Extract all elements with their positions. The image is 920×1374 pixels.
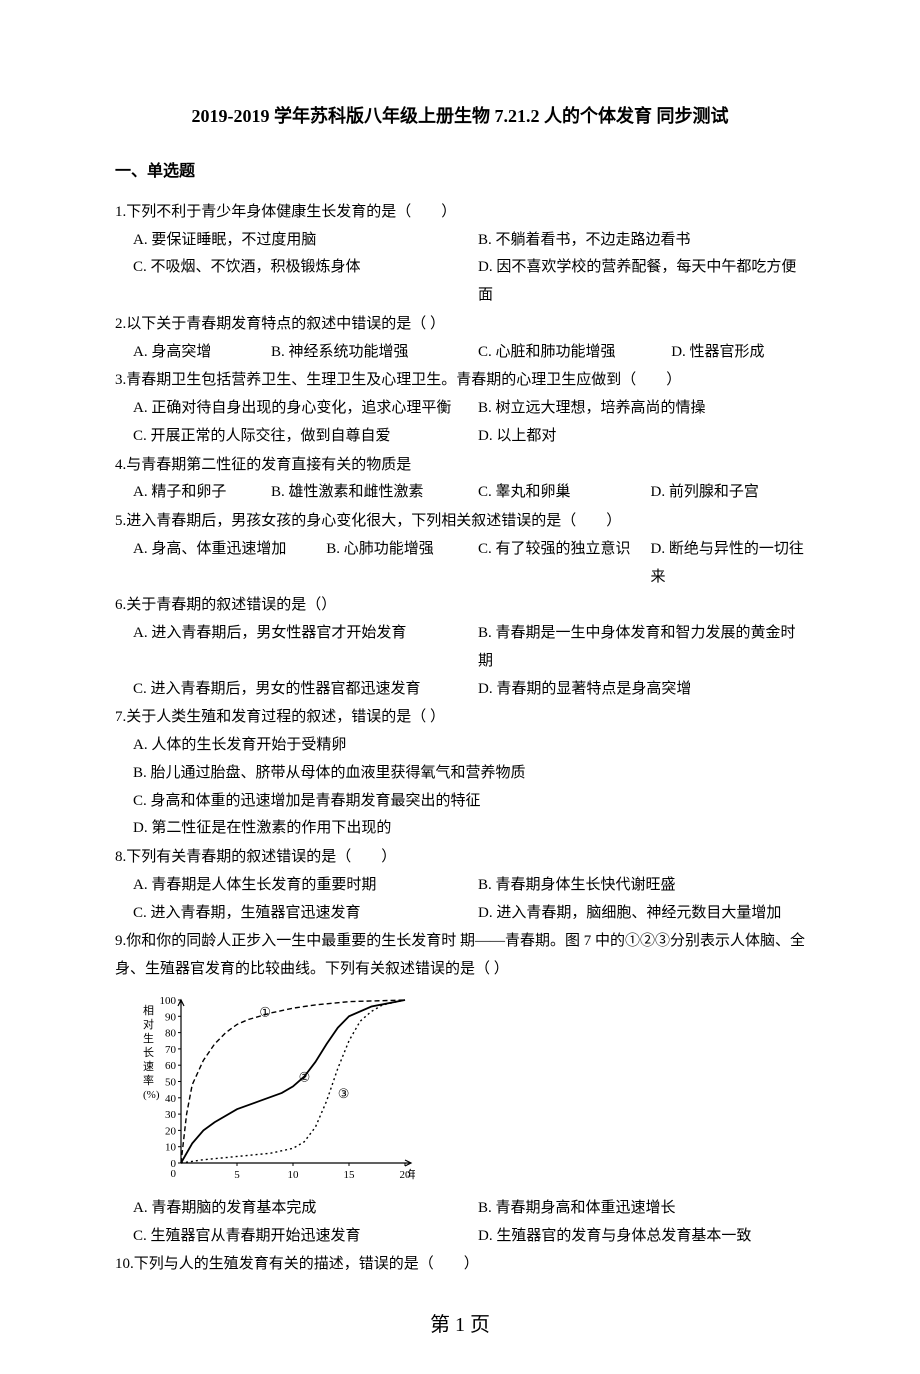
q9-text: 9.你和你的同龄人正步入一生中最重要的生长发育时 期——青春期。图 7 中的①②… <box>115 928 805 984</box>
section-heading: 一、单选题 <box>115 157 805 187</box>
q2-opt-b: B. 神经系统功能增强 <box>253 339 460 367</box>
svg-text:率: 率 <box>143 1073 154 1087</box>
q8-text: 8.下列有关青春期的叙述错误的是（ ） <box>115 844 805 872</box>
svg-text:100: 100 <box>160 995 177 1007</box>
svg-text:③: ③ <box>338 1086 350 1101</box>
q5-opt-d: D. 断绝与异性的一切往来 <box>632 536 805 592</box>
q1-opt-d: D. 因不喜欢学校的营养配餐，每天中午都吃方便面 <box>460 254 805 310</box>
q4-opt-d: D. 前列腺和子宫 <box>633 479 806 507</box>
q7-options: A. 人体的生长发育开始于受精卵 B. 胎儿通过胎盘、脐带从母体的血液里获得氧气… <box>115 732 805 843</box>
svg-text:30: 30 <box>165 1109 177 1121</box>
q6-options-row2: C. 进入青春期后，男女的性器官都迅速发育 D. 青春期的显著特点是身高突增 <box>115 676 805 704</box>
growth-chart: 010203040506070809010005101520年龄（岁）相对生长速… <box>135 992 415 1187</box>
q8-opt-b: B. 青春期身体生长快代谢旺盛 <box>460 872 805 900</box>
q6-opt-d: D. 青春期的显著特点是身高突增 <box>460 676 805 704</box>
q9-opt-a: A. 青春期脑的发育基本完成 <box>115 1195 460 1223</box>
q5-opt-b: B. 心肺功能增强 <box>308 536 460 592</box>
svg-text:相: 相 <box>143 1004 154 1017</box>
q7-opt-d: D. 第二性征是在性激素的作用下出现的 <box>115 815 805 843</box>
svg-text:0: 0 <box>171 1168 177 1180</box>
document-title: 2019-2019 学年苏科版八年级上册生物 7.21.2 人的个体发育 同步测… <box>115 100 805 133</box>
q7-opt-a: A. 人体的生长发育开始于受精卵 <box>115 732 805 760</box>
svg-text:5: 5 <box>234 1169 240 1181</box>
q4-opt-a: A. 精子和卵子 <box>115 479 253 507</box>
q3-opt-c: C. 开展正常的人际交往，做到自尊自爱 <box>115 423 460 451</box>
q6-text: 6.关于青春期的叙述错误的是（） <box>115 592 805 620</box>
q3-options-row2: C. 开展正常的人际交往，做到自尊自爱 D. 以上都对 <box>115 423 805 451</box>
svg-text:年龄（岁）: 年龄（岁） <box>407 1167 415 1181</box>
q2-opt-c: C. 心脏和肺功能增强 <box>460 339 653 367</box>
q8-options-row1: A. 青春期是人体生长发育的重要时期 B. 青春期身体生长快代谢旺盛 <box>115 872 805 900</box>
q9-opt-d: D. 生殖器官的发育与身体总发育基本一致 <box>460 1223 805 1251</box>
q7-text: 7.关于人类生殖和发育过程的叙述，错误的是（ ） <box>115 704 805 732</box>
q4-opt-b: B. 雄性激素和雌性激素 <box>253 479 460 507</box>
q1-opt-c: C. 不吸烟、不饮酒，积极锻炼身体 <box>115 254 460 310</box>
question-8: 8.下列有关青春期的叙述错误的是（ ） A. 青春期是人体生长发育的重要时期 B… <box>115 844 805 927</box>
question-7: 7.关于人类生殖和发育过程的叙述，错误的是（ ） A. 人体的生长发育开始于受精… <box>115 704 805 843</box>
q5-options: A. 身高、体重迅速增加 B. 心肺功能增强 C. 有了较强的独立意识 D. 断… <box>115 536 805 592</box>
question-6: 6.关于青春期的叙述错误的是（） A. 进入青春期后，男女性器官才开始发育 B.… <box>115 592 805 703</box>
q3-opt-a: A. 正确对待自身出现的身心变化，追求心理平衡 <box>115 395 460 423</box>
q1-opt-b: B. 不躺着看书，不边走路边看书 <box>460 227 805 255</box>
q7-opt-c: C. 身高和体重的迅速增加是青春期发育最突出的特征 <box>115 788 805 816</box>
q6-opt-b: B. 青春期是一生中身体发育和智力发展的黄金时期 <box>460 620 805 676</box>
q4-opt-c: C. 睾丸和卵巢 <box>460 479 633 507</box>
q9-opt-c: C. 生殖器官从青春期开始迅速发育 <box>115 1223 460 1251</box>
q6-opt-c: C. 进入青春期后，男女的性器官都迅速发育 <box>115 676 460 704</box>
question-10: 10.下列与人的生殖发育有关的描述，错误的是（ ） <box>115 1251 805 1279</box>
q4-options: A. 精子和卵子 B. 雄性激素和雌性激素 C. 睾丸和卵巢 D. 前列腺和子宫 <box>115 479 805 507</box>
q2-opt-d: D. 性器官形成 <box>653 339 805 367</box>
q9-opt-b: B. 青春期身高和体重迅速增长 <box>460 1195 805 1223</box>
q3-options-row1: A. 正确对待自身出现的身心变化，追求心理平衡 B. 树立远大理想，培养高尚的情… <box>115 395 805 423</box>
q9-options-row2: C. 生殖器官从青春期开始迅速发育 D. 生殖器官的发育与身体总发育基本一致 <box>115 1223 805 1251</box>
q6-options-row1: A. 进入青春期后，男女性器官才开始发育 B. 青春期是一生中身体发育和智力发展… <box>115 620 805 676</box>
q10-text: 10.下列与人的生殖发育有关的描述，错误的是（ ） <box>115 1251 805 1279</box>
svg-text:50: 50 <box>165 1076 177 1088</box>
svg-text:60: 60 <box>165 1060 177 1072</box>
svg-text:(%): (%) <box>143 1089 160 1101</box>
question-3: 3.青春期卫生包括营养卫生、生理卫生及心理卫生。青春期的心理卫生应做到（ ） A… <box>115 367 805 450</box>
q5-text: 5.进入青春期后，男孩女孩的身心变化很大，下列相关叙述错误的是（ ） <box>115 508 805 536</box>
svg-text:速: 速 <box>143 1060 154 1073</box>
svg-text:80: 80 <box>165 1027 177 1039</box>
q6-opt-a: A. 进入青春期后，男女性器官才开始发育 <box>115 620 460 676</box>
q3-opt-d: D. 以上都对 <box>460 423 805 451</box>
svg-text:90: 90 <box>165 1011 177 1023</box>
q1-text: 1.下列不利于青少年身体健康生长发育的是（ ） <box>115 199 805 227</box>
svg-text:40: 40 <box>165 1093 177 1105</box>
svg-text:②: ② <box>299 1069 311 1084</box>
q9-options-row1: A. 青春期脑的发育基本完成 B. 青春期身高和体重迅速增长 <box>115 1195 805 1223</box>
q5-opt-a: A. 身高、体重迅速增加 <box>115 536 308 592</box>
svg-text:15: 15 <box>344 1169 356 1181</box>
q8-opt-a: A. 青春期是人体生长发育的重要时期 <box>115 872 460 900</box>
svg-text:10: 10 <box>165 1142 177 1154</box>
q7-opt-b: B. 胎儿通过胎盘、脐带从母体的血液里获得氧气和营养物质 <box>115 760 805 788</box>
q2-opt-a: A. 身高突增 <box>115 339 253 367</box>
q8-opt-d: D. 进入青春期，脑细胞、神经元数目大量增加 <box>460 900 805 928</box>
svg-text:对: 对 <box>143 1017 154 1031</box>
svg-text:长: 长 <box>143 1046 154 1059</box>
svg-text:生: 生 <box>143 1031 154 1045</box>
q3-opt-b: B. 树立远大理想，培养高尚的情操 <box>460 395 805 423</box>
q4-text: 4.与青春期第二性征的发育直接有关的物质是 <box>115 452 805 480</box>
q1-opt-a: A. 要保证睡眠，不过度用脑 <box>115 227 460 255</box>
svg-text:20: 20 <box>165 1125 177 1137</box>
q1-options-row1: A. 要保证睡眠，不过度用脑 B. 不躺着看书，不边走路边看书 <box>115 227 805 255</box>
q8-opt-c: C. 进入青春期，生殖器官迅速发育 <box>115 900 460 928</box>
question-2: 2.以下关于青春期发育特点的叙述中错误的是（ ） A. 身高突增 B. 神经系统… <box>115 311 805 367</box>
q3-text: 3.青春期卫生包括营养卫生、生理卫生及心理卫生。青春期的心理卫生应做到（ ） <box>115 367 805 395</box>
question-1: 1.下列不利于青少年身体健康生长发育的是（ ） A. 要保证睡眠，不过度用脑 B… <box>115 199 805 310</box>
svg-text:70: 70 <box>165 1044 177 1056</box>
q8-options-row2: C. 进入青春期，生殖器官迅速发育 D. 进入青春期，脑细胞、神经元数目大量增加 <box>115 900 805 928</box>
svg-text:10: 10 <box>288 1169 300 1181</box>
question-4: 4.与青春期第二性征的发育直接有关的物质是 A. 精子和卵子 B. 雄性激素和雌… <box>115 452 805 508</box>
q1-options-row2: C. 不吸烟、不饮酒，积极锻炼身体 D. 因不喜欢学校的营养配餐，每天中午都吃方… <box>115 254 805 310</box>
question-5: 5.进入青春期后，男孩女孩的身心变化很大，下列相关叙述错误的是（ ） A. 身高… <box>115 508 805 591</box>
page-footer: 第 1 页 <box>115 1307 805 1344</box>
svg-text:①: ① <box>259 1004 271 1019</box>
q2-options: A. 身高突增 B. 神经系统功能增强 C. 心脏和肺功能增强 D. 性器官形成 <box>115 339 805 367</box>
q2-text: 2.以下关于青春期发育特点的叙述中错误的是（ ） <box>115 311 805 339</box>
q5-opt-c: C. 有了较强的独立意识 <box>460 536 633 592</box>
question-9: 9.你和你的同龄人正步入一生中最重要的生长发育时 期——青春期。图 7 中的①②… <box>115 928 805 1250</box>
